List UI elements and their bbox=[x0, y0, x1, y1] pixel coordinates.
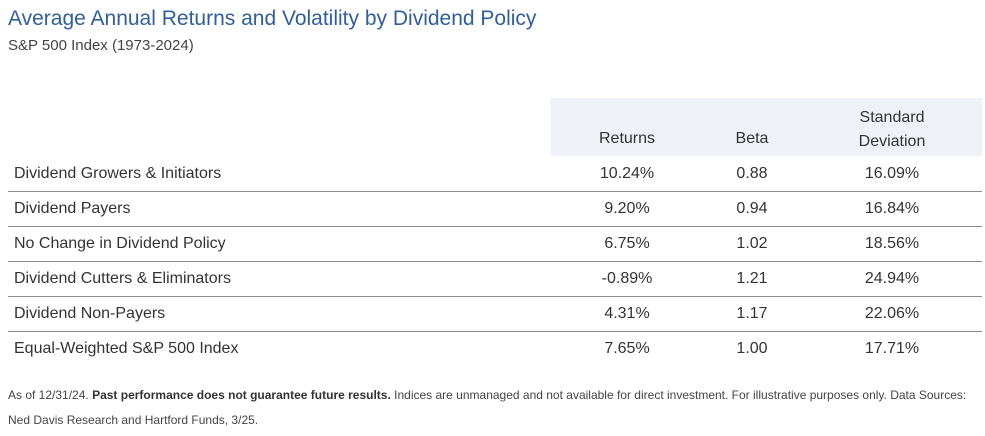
row-label: Dividend Non-Payers bbox=[14, 305, 166, 322]
table-header-background bbox=[551, 98, 982, 156]
beta-value: 0.94 bbox=[736, 200, 768, 217]
table-row: Dividend Cutters & Eliminators -0.89% 1.21… bbox=[8, 261, 982, 297]
returns-value: 10.24% bbox=[599, 165, 655, 182]
chart-subtitle: S&P 500 Index (1973-2024) bbox=[8, 37, 194, 54]
column-header-beta: Beta bbox=[735, 130, 769, 147]
table-row: Dividend Growers & Initiators 10.24% 0.88 1… bbox=[8, 156, 982, 192]
beta-value: 1.17 bbox=[736, 305, 768, 322]
table-row: No Change in Dividend Policy 6.75% 1.02 18.… bbox=[8, 226, 982, 262]
row-label: Equal-Weighted S&P 500 Index bbox=[14, 340, 239, 357]
footnote-suffix: Indices are unmanaged and not available … bbox=[8, 388, 967, 427]
table-row: Equal-Weighted S&P 500 Index 7.65% 1.00 17.… bbox=[8, 331, 982, 366]
std-dev-value: 24.94% bbox=[864, 270, 920, 287]
row-label: Dividend Cutters & Eliminators bbox=[14, 270, 231, 287]
std-dev-value: 18.56% bbox=[864, 235, 920, 252]
returns-value: -0.89% bbox=[601, 270, 653, 287]
table-row: Dividend Payers 9.20% 0.94 16.84% bbox=[8, 191, 982, 227]
std-dev-value: 22.06% bbox=[864, 305, 920, 322]
beta-value: 1.02 bbox=[736, 235, 768, 252]
footnote: As of 12/31/24. Past performance does no… bbox=[8, 383, 968, 433]
std-dev-value: 16.84% bbox=[864, 200, 920, 217]
column-header-returns: Returns bbox=[598, 130, 656, 147]
std-dev-value: 17.71% bbox=[864, 340, 920, 357]
column-header-standard-deviation-line2: Deviation bbox=[858, 133, 926, 150]
beta-value: 0.88 bbox=[736, 165, 768, 182]
returns-value: 6.75% bbox=[604, 235, 650, 252]
row-label: Dividend Payers bbox=[14, 200, 131, 217]
returns-value: 9.20% bbox=[604, 200, 650, 217]
row-label: No Change in Dividend Policy bbox=[14, 235, 226, 252]
returns-value: 4.31% bbox=[604, 305, 650, 322]
chart-title: Average Annual Returns and Volatility by… bbox=[8, 7, 537, 30]
beta-value: 1.00 bbox=[736, 340, 768, 357]
returns-value: 7.65% bbox=[604, 340, 650, 357]
table-row: Dividend Non-Payers 4.31% 1.17 22.06% bbox=[8, 296, 982, 332]
column-header-standard-deviation: Standard Deviation bbox=[827, 106, 957, 154]
footnote-prefix: As of 12/31/24. bbox=[8, 388, 93, 402]
row-label: Dividend Growers & Initiators bbox=[14, 165, 222, 182]
footnote-disclaimer: Past performance does not guarantee futu… bbox=[92, 388, 391, 402]
beta-value: 1.21 bbox=[736, 270, 768, 287]
std-dev-value: 16.09% bbox=[864, 165, 920, 182]
column-header-standard-deviation-line1: Standard bbox=[859, 109, 925, 126]
